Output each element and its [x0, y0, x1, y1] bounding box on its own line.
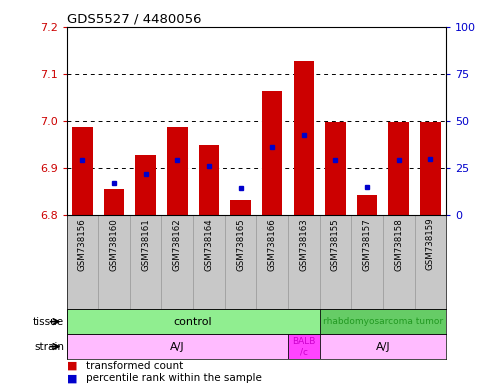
Text: GDS5527 / 4480056: GDS5527 / 4480056 [67, 13, 201, 26]
Text: GSM738159: GSM738159 [426, 218, 435, 270]
Bar [293, 61, 314, 215]
Bar [67, 334, 288, 359]
Bar [288, 334, 319, 359]
Text: BALB
/c: BALB /c [292, 337, 316, 356]
Bar [325, 122, 346, 215]
Text: GSM738155: GSM738155 [331, 218, 340, 271]
Bar [199, 146, 219, 215]
Bar [388, 122, 409, 215]
Text: A/J: A/J [376, 341, 390, 352]
Bar [136, 155, 156, 215]
Text: GSM738164: GSM738164 [205, 218, 213, 271]
Text: transformed count: transformed count [86, 361, 183, 371]
Text: A/J: A/J [170, 341, 184, 352]
Text: control: control [174, 316, 212, 327]
Text: GSM738166: GSM738166 [268, 218, 277, 271]
Bar [167, 127, 187, 215]
Bar [67, 309, 319, 334]
Bar [357, 195, 377, 215]
Bar [72, 127, 93, 215]
Text: rhabdomyosarcoma tumor: rhabdomyosarcoma tumor [323, 317, 443, 326]
Bar [319, 309, 446, 334]
Text: GSM738163: GSM738163 [299, 218, 308, 271]
Bar [104, 189, 124, 215]
Bar [262, 91, 282, 215]
Bar [319, 334, 446, 359]
Text: GSM738161: GSM738161 [141, 218, 150, 271]
Text: strain: strain [34, 341, 64, 352]
Text: GSM738158: GSM738158 [394, 218, 403, 271]
Text: GSM738160: GSM738160 [109, 218, 118, 271]
Text: GSM738165: GSM738165 [236, 218, 245, 271]
Text: ■: ■ [67, 373, 77, 383]
Text: GSM738162: GSM738162 [173, 218, 182, 271]
Bar [420, 122, 441, 215]
Text: GSM738156: GSM738156 [78, 218, 87, 271]
Text: percentile rank within the sample: percentile rank within the sample [86, 373, 262, 383]
Text: ■: ■ [67, 361, 77, 371]
Text: tissue: tissue [33, 316, 64, 327]
Bar [230, 200, 251, 215]
Text: GSM738157: GSM738157 [362, 218, 372, 271]
